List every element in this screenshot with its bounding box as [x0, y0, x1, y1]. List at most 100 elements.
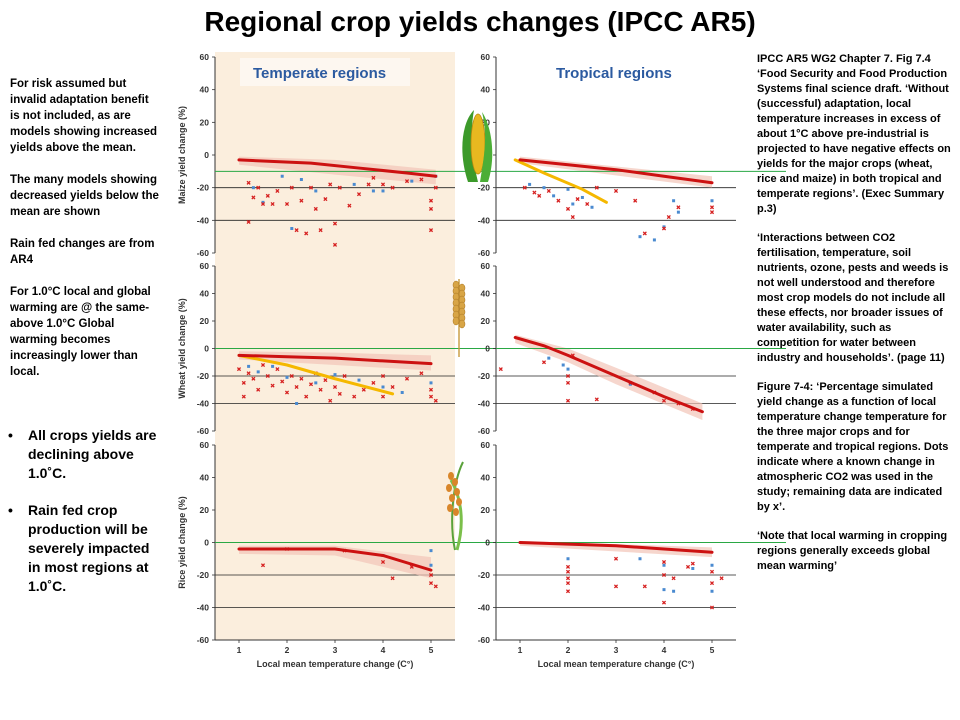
dot-point	[571, 202, 575, 206]
dot-point	[381, 189, 385, 193]
dot-point	[261, 200, 265, 204]
x-point	[522, 185, 527, 190]
mean-trend-line	[518, 541, 714, 554]
y-tick-label: 0	[485, 344, 490, 354]
x-point	[275, 188, 280, 193]
yellow-trend-line	[237, 353, 395, 396]
rice-grain	[452, 478, 458, 486]
dot-point	[256, 370, 260, 374]
x-point	[570, 215, 575, 220]
rice-icon	[446, 461, 464, 551]
dot-point	[710, 199, 714, 203]
x-point	[318, 387, 323, 392]
x-point	[613, 188, 619, 193]
x-point	[347, 203, 352, 208]
x-point	[304, 231, 309, 236]
y-tick-label: -60	[197, 248, 210, 258]
y-tick-label: 40	[200, 85, 210, 95]
yellow-trend-line	[513, 158, 608, 204]
x-point	[709, 605, 715, 610]
x-point	[565, 380, 571, 385]
y-axis-label: Rice yield change (%)	[177, 496, 187, 589]
dot-point	[247, 364, 251, 368]
dot-point	[662, 563, 666, 567]
x-point	[419, 371, 424, 376]
dot-point	[672, 589, 676, 593]
x-point	[613, 556, 619, 561]
x-point	[585, 201, 590, 207]
x-point	[241, 394, 246, 399]
x-point	[565, 569, 571, 574]
x-point	[709, 569, 715, 574]
x-point	[565, 398, 571, 403]
x-point	[371, 380, 376, 385]
x-point	[380, 182, 386, 187]
dot-point	[352, 182, 356, 186]
dot-point	[662, 225, 666, 229]
x-point	[390, 185, 395, 190]
dot-point	[590, 205, 594, 209]
panel-wheat-tropical: 60 40 20 0 -20 -40 -60	[478, 261, 786, 436]
panel-wheat-temperate: 60 40 20 0 -20 -40 -60 Wheat yield change (%)	[177, 261, 496, 436]
wheat-grain	[458, 319, 466, 329]
y-tick-label: 40	[481, 473, 491, 483]
dot-point	[710, 589, 714, 593]
y-tick-label: 60	[200, 52, 210, 62]
x-point	[661, 572, 667, 578]
uncertainty-band	[515, 334, 703, 420]
x-point	[313, 206, 318, 211]
x-point	[328, 398, 333, 403]
x-tick-label: 1	[518, 645, 523, 655]
mean-trend-line	[237, 547, 433, 572]
y-tick-label: -60	[478, 248, 491, 258]
x-point	[371, 175, 376, 180]
dot-point	[295, 402, 299, 405]
dot-point	[314, 189, 318, 193]
x-point	[541, 360, 547, 365]
y-tick-label: -40	[197, 399, 210, 409]
x-point	[565, 373, 571, 379]
x-point	[532, 190, 537, 195]
rice-stem	[451, 461, 464, 551]
x-point	[246, 180, 251, 185]
dot-point	[662, 588, 666, 592]
x-point	[256, 185, 261, 190]
y-tick-label: -20	[197, 371, 210, 381]
y-tick-label: 20	[200, 117, 210, 127]
x-point	[380, 373, 386, 379]
dot-point	[580, 195, 584, 199]
right-note-4: ‘Note that local warming in cropping reg…	[757, 530, 948, 572]
right-notes: IPCC AR5 WG2 Chapter 7. Fig 7.4 ‘Food Se…	[757, 52, 955, 588]
mean-trend-line	[237, 353, 433, 366]
slide-title: Regional crop yields changes (IPCC AR5)	[204, 6, 756, 37]
x-point	[428, 198, 434, 203]
y-axis-label: Wheat yield change (%)	[177, 298, 187, 399]
x-point	[642, 584, 647, 589]
y-tick-label: -40	[197, 215, 210, 225]
y-tick-label: 60	[481, 440, 491, 450]
x-point	[380, 394, 386, 399]
x-point	[709, 581, 715, 586]
bullet-crop-yields: All crops yields are declining above 1.0…	[8, 426, 158, 483]
dot-point	[357, 378, 361, 382]
x-point	[265, 373, 270, 379]
x-point	[251, 195, 256, 200]
mean-trend-line	[513, 336, 704, 414]
x-point	[594, 185, 599, 190]
panel-maize-temperate: 60 40 20 0 -20 -40 -60 Maize yield change (%)	[177, 52, 496, 258]
dot-point	[429, 549, 433, 553]
mean-trend-line	[518, 158, 714, 185]
x-point	[308, 185, 314, 190]
x-point	[275, 367, 280, 372]
y-tick-label: 0	[204, 150, 209, 160]
x-point	[613, 584, 619, 589]
crop-illustrations	[446, 110, 493, 551]
dot-point	[333, 373, 337, 377]
x-point	[565, 206, 571, 211]
x-point	[323, 378, 328, 383]
x-point	[419, 177, 424, 182]
x-point	[498, 367, 503, 372]
x-point	[241, 380, 246, 385]
x-point	[270, 201, 275, 207]
x-point	[251, 376, 256, 381]
